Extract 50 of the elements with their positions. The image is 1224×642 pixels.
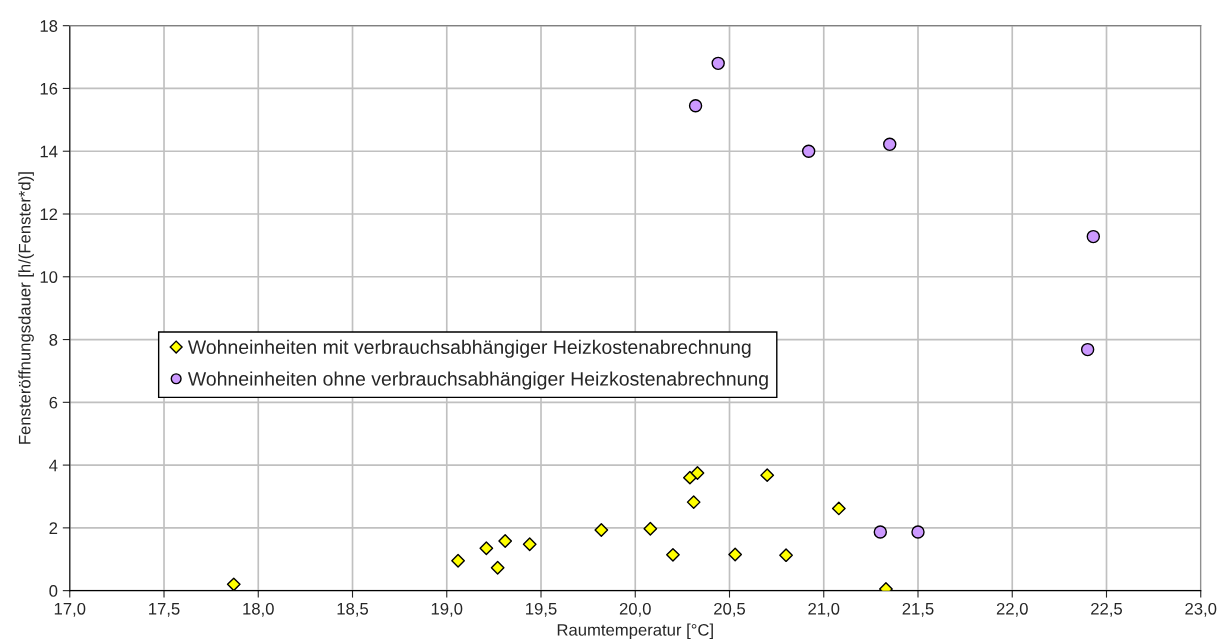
legend-label: Wohneinheiten mit verbrauchsabhängiger Heizkostenabrechnung (187, 339, 751, 358)
y-tick-label: 18 (40, 20, 58, 32)
x-tick-label: 20,0 (619, 602, 651, 617)
point (226, 577, 241, 591)
point (522, 537, 537, 552)
point (666, 547, 680, 562)
point (760, 468, 775, 483)
point (801, 144, 816, 158)
point (873, 525, 888, 539)
point (479, 541, 494, 556)
y-tick-label: 8 (49, 333, 58, 346)
point (831, 501, 846, 516)
point (711, 56, 725, 71)
y-tick-label: 4 (49, 459, 58, 472)
x-tick-label: 22,5 (1091, 602, 1123, 617)
point (686, 495, 701, 510)
point (690, 466, 705, 480)
x-tick-label: 17,5 (149, 603, 180, 617)
y-axis-title: Fensteröffnungsdauer [h/(Fenster*d)] (18, 172, 34, 444)
x-tick-label: 19,0 (431, 602, 463, 617)
x-tick-label: 17,0 (54, 602, 86, 617)
point (883, 137, 897, 152)
point (779, 548, 793, 563)
point (490, 560, 505, 575)
x-tick-label: 20,5 (714, 602, 746, 617)
y-tick-label: 16 (40, 82, 58, 95)
x-tick-label: 19,5 (526, 602, 557, 617)
y-tick-label: 0 (49, 585, 58, 597)
point (594, 523, 609, 537)
y-tick-label: 12 (40, 208, 58, 221)
point (643, 521, 658, 536)
point (728, 547, 743, 562)
y-tick-label: 14 (40, 145, 58, 158)
x-tick-label: 18,0 (243, 602, 274, 617)
point (688, 99, 703, 113)
x-axis-title: Raumtemperatur [°C] (557, 623, 713, 640)
x-tick-label: 18,5 (337, 602, 369, 617)
x-tick-label: 23,0 (1185, 602, 1217, 617)
point (451, 553, 465, 568)
point (911, 525, 925, 539)
legend-label: Wohneinheiten ohne verbrauchsabhängiger Heizkostenabrechnung (187, 371, 768, 390)
x-tick-label: 21,5 (902, 602, 934, 617)
x-tick-label: 22,0 (996, 602, 1028, 617)
point (1086, 229, 1101, 244)
y-tick-label: 2 (49, 522, 58, 534)
point (1080, 342, 1095, 357)
x-tick-label: 21,0 (808, 602, 840, 617)
y-tick-label: 6 (49, 396, 58, 409)
y-tick-label: 10 (40, 271, 58, 283)
point (498, 534, 513, 548)
